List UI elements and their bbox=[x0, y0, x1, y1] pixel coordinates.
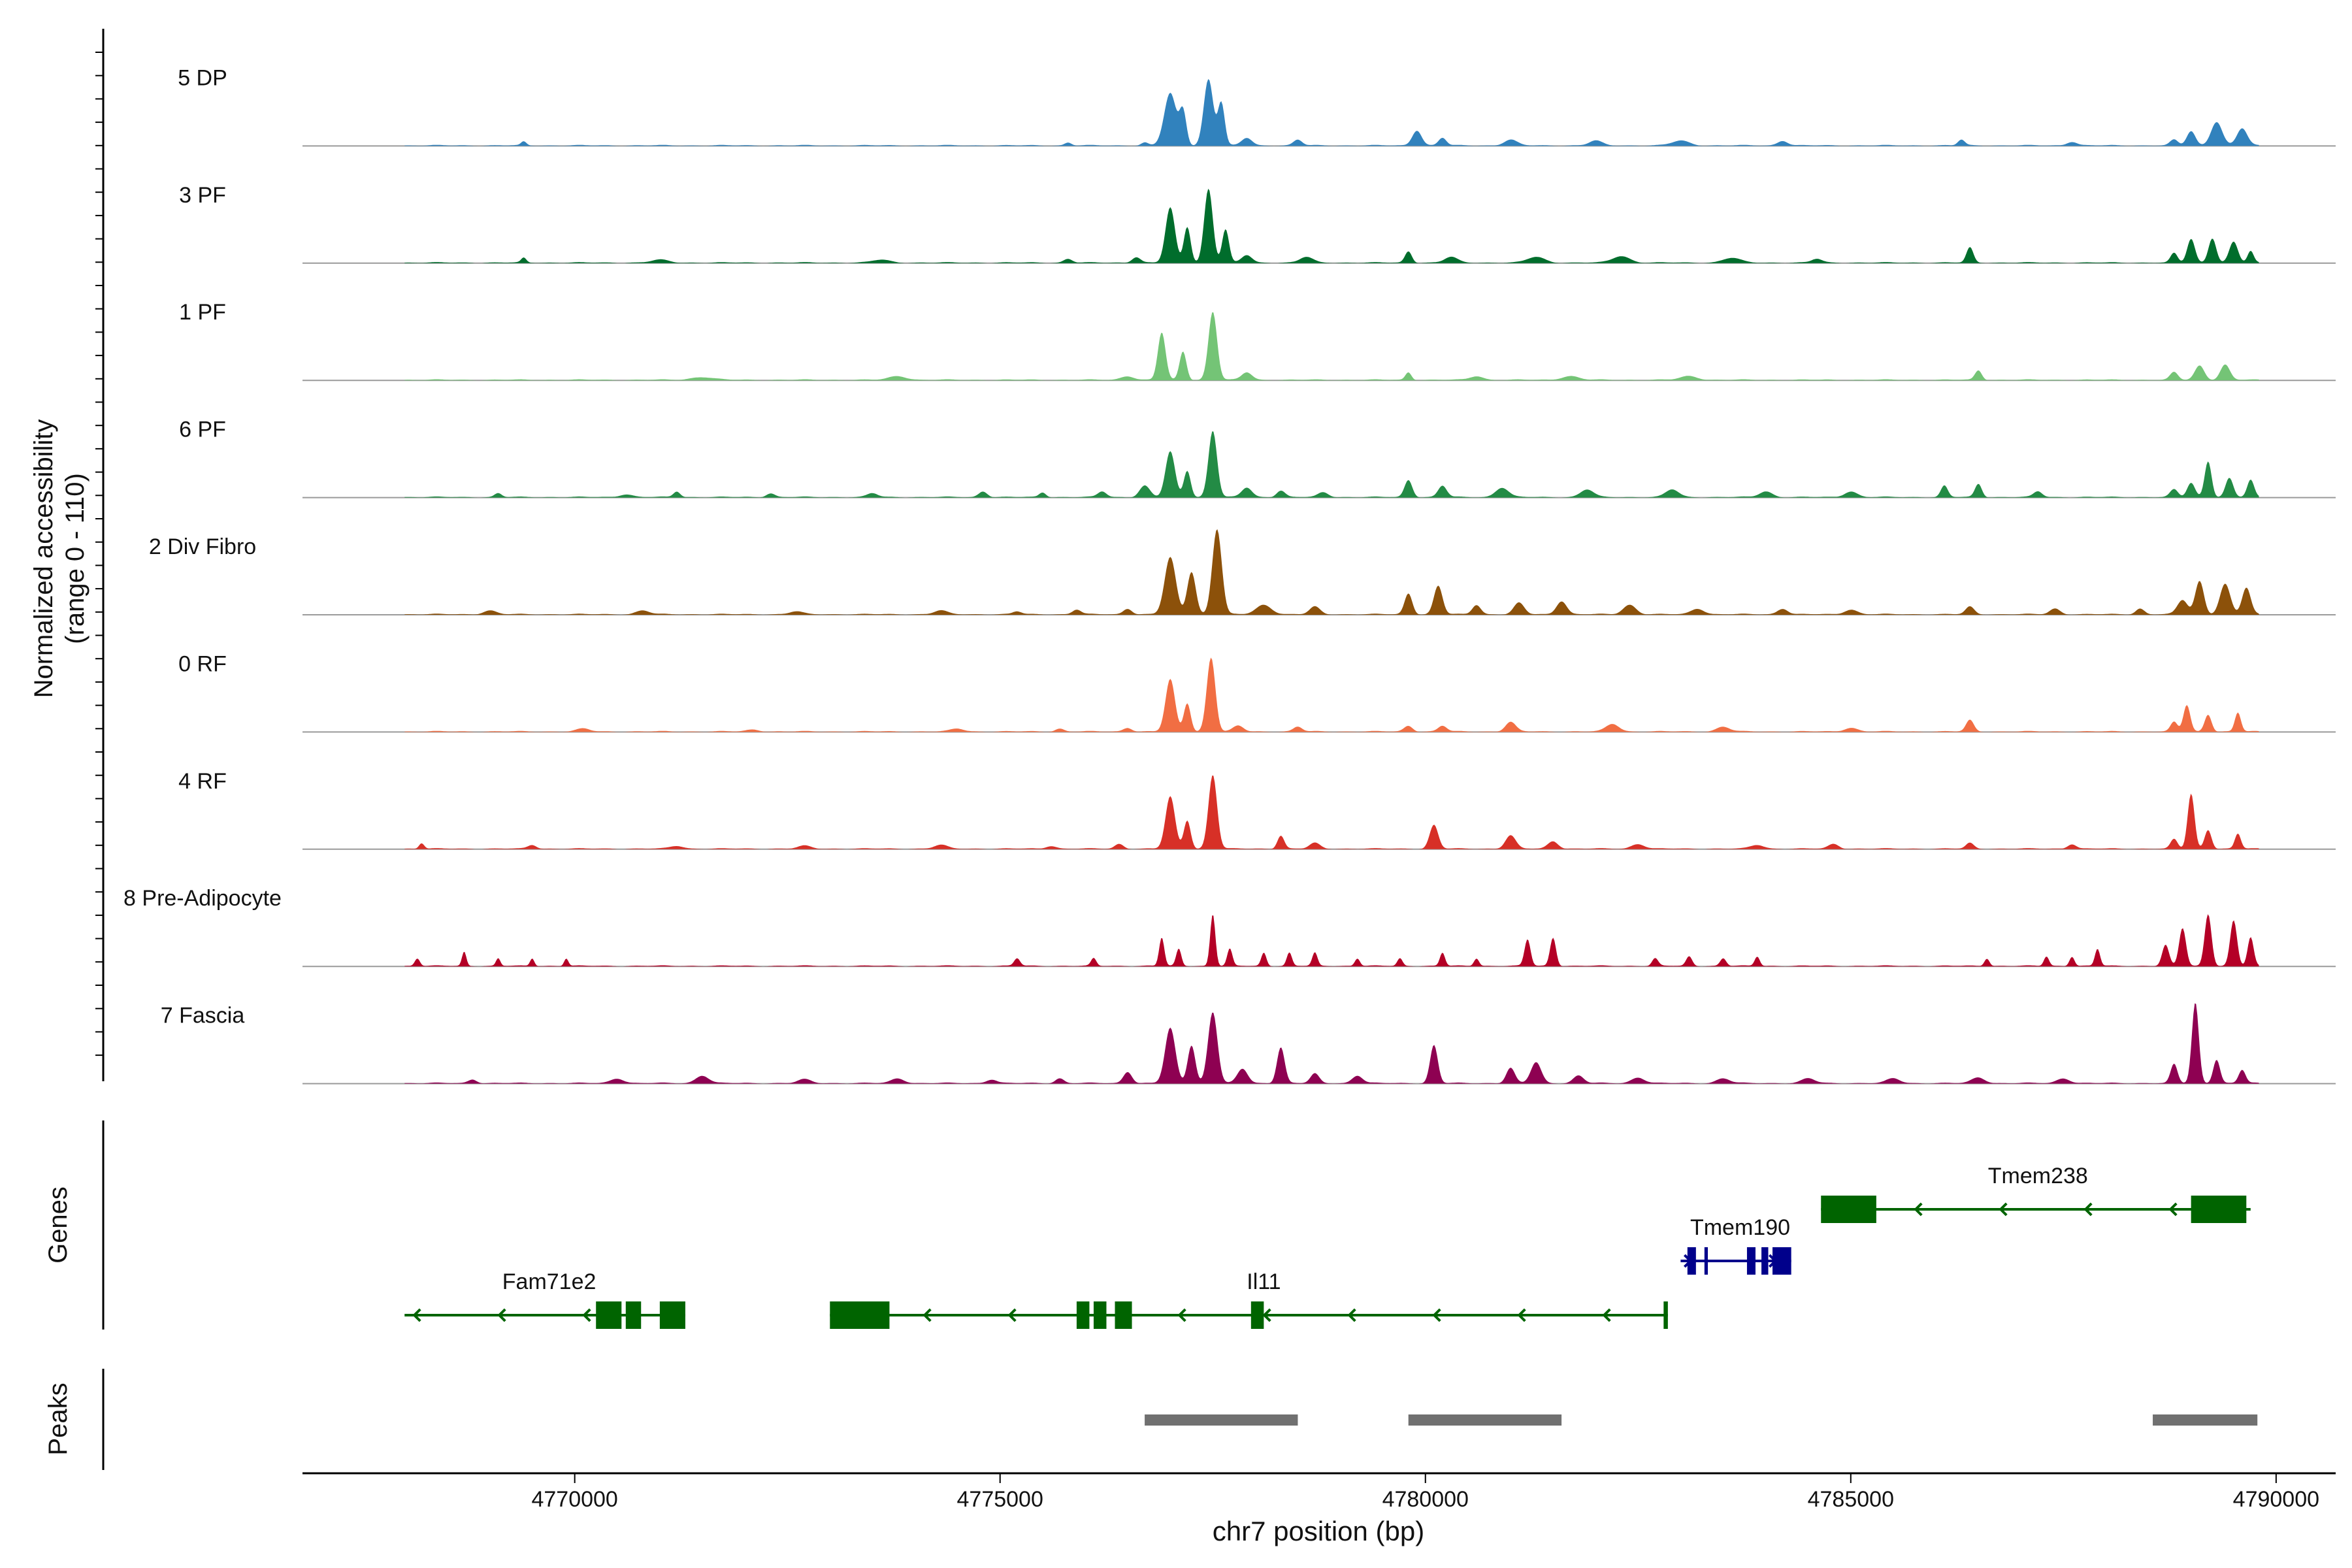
track-label: 7 Fascia bbox=[161, 1004, 245, 1028]
exon bbox=[596, 1301, 622, 1329]
exon bbox=[1687, 1247, 1696, 1275]
gene-label: Tmem190 bbox=[1690, 1215, 1790, 1240]
track-label: 3 PF bbox=[179, 183, 226, 208]
peaks-panel-label: Peaks bbox=[44, 1382, 73, 1455]
track-label: 0 RF bbox=[178, 651, 227, 676]
x-axis-ticks: 4770000 4775000 4780000 4785000 4790000 bbox=[531, 1473, 2319, 1512]
strand-arrow bbox=[1347, 1308, 1356, 1322]
gene-label: Fam71e2 bbox=[502, 1269, 596, 1294]
coverage-area bbox=[404, 914, 2259, 967]
strand-arrow bbox=[1602, 1308, 1611, 1322]
coverage-area bbox=[404, 312, 2259, 381]
exon bbox=[1772, 1247, 1791, 1275]
peak-region bbox=[1145, 1414, 1298, 1426]
coverage-area bbox=[404, 79, 2259, 146]
x-tick-label: 4785000 bbox=[1808, 1487, 1894, 1512]
strand-arrow bbox=[1517, 1308, 1526, 1322]
x-tick-label: 4775000 bbox=[957, 1487, 1043, 1512]
strand-arrow bbox=[497, 1308, 506, 1322]
exon bbox=[1704, 1247, 1708, 1275]
strand-arrow bbox=[2168, 1202, 2178, 1217]
track-0-rf: 0 RF bbox=[178, 651, 2336, 733]
genes-panel-label: Genes bbox=[44, 1186, 73, 1264]
strand-arrow bbox=[2083, 1202, 2093, 1217]
gene-label: Il11 bbox=[1247, 1269, 1281, 1294]
exon bbox=[1663, 1301, 1668, 1329]
y-axis-range-label: (range 0 - 110) bbox=[61, 473, 90, 644]
exon bbox=[1761, 1247, 1769, 1275]
strand-arrow bbox=[1262, 1308, 1271, 1322]
coverage-area bbox=[404, 657, 2259, 732]
y-axis-title: Normalized accessibility bbox=[29, 419, 58, 698]
exon bbox=[659, 1301, 685, 1329]
strand-arrow bbox=[1914, 1202, 1923, 1217]
peaks-track bbox=[1145, 1414, 2258, 1426]
x-tick-label: 4780000 bbox=[1382, 1487, 1469, 1512]
track-label: 1 PF bbox=[179, 300, 226, 325]
gene-tmem238: Tmem238 bbox=[1821, 1164, 2251, 1223]
gene-il11: Il11 bbox=[830, 1269, 1668, 1329]
track-label: 2 Div Fibro bbox=[149, 534, 256, 559]
track-5-dp: 5 DP bbox=[178, 65, 2336, 147]
coverage-area bbox=[404, 188, 2259, 263]
strand-arrow bbox=[1007, 1308, 1017, 1322]
strand-arrow bbox=[1432, 1308, 1441, 1322]
coverage-area bbox=[404, 776, 2259, 849]
exon bbox=[1093, 1301, 1107, 1329]
exon bbox=[625, 1301, 642, 1329]
x-axis-title: chr7 position (bp) bbox=[1213, 1516, 1425, 1546]
coverage-area bbox=[404, 529, 2259, 615]
strand-arrow bbox=[412, 1308, 421, 1322]
strand-arrow bbox=[923, 1308, 932, 1322]
exon bbox=[1076, 1301, 1090, 1329]
track-label: 6 PF bbox=[179, 417, 226, 442]
track-2-div-fibro: 2 Div Fibro bbox=[149, 529, 2336, 615]
track-7-fascia: 7 Fascia bbox=[161, 1003, 2336, 1085]
strand-arrow bbox=[1177, 1308, 1186, 1322]
track-label: 8 Pre-Adipocyte bbox=[123, 886, 282, 911]
exon bbox=[1115, 1301, 1132, 1329]
x-tick-label: 4770000 bbox=[531, 1487, 617, 1512]
peak-region bbox=[2153, 1414, 2258, 1426]
coverage-area bbox=[404, 431, 2259, 498]
gene-label: Tmem238 bbox=[1988, 1164, 2088, 1188]
track-label: 5 DP bbox=[178, 65, 227, 90]
gene-tmem190: Tmem190 bbox=[1680, 1215, 1791, 1275]
track-label: 4 RF bbox=[178, 769, 227, 794]
strand-arrow bbox=[1999, 1202, 2008, 1217]
exon bbox=[2191, 1196, 2247, 1223]
track-6-pf: 6 PF bbox=[179, 417, 2336, 498]
strand-arrow bbox=[582, 1308, 591, 1322]
gene-fam71e2: Fam71e2 bbox=[404, 1269, 685, 1329]
track-8-pre-adipocyte: 8 Pre-Adipocyte bbox=[123, 886, 2336, 968]
exon bbox=[830, 1301, 890, 1329]
peak-region bbox=[1408, 1414, 1562, 1426]
track-1-pf: 1 PF bbox=[179, 300, 2336, 382]
coverage-y-ticks bbox=[95, 52, 103, 1056]
coverage-area bbox=[404, 1003, 2259, 1084]
exon bbox=[1746, 1247, 1756, 1275]
exon bbox=[1821, 1196, 1876, 1223]
x-tick-label: 4790000 bbox=[2233, 1487, 2319, 1512]
track-3-pf: 3 PF bbox=[179, 183, 2336, 264]
gene-annotation-track: Fam71e2 Il11 Tmem190 Tmem238 bbox=[404, 1164, 2251, 1329]
coverage-tracks: 5 DP 3 PF 1 PF 6 PF 2 Div Fibro 0 RF 4 RF 8 Pre… bbox=[123, 65, 2336, 1085]
exon bbox=[1250, 1301, 1264, 1329]
track-4-rf: 4 RF bbox=[178, 769, 2336, 850]
